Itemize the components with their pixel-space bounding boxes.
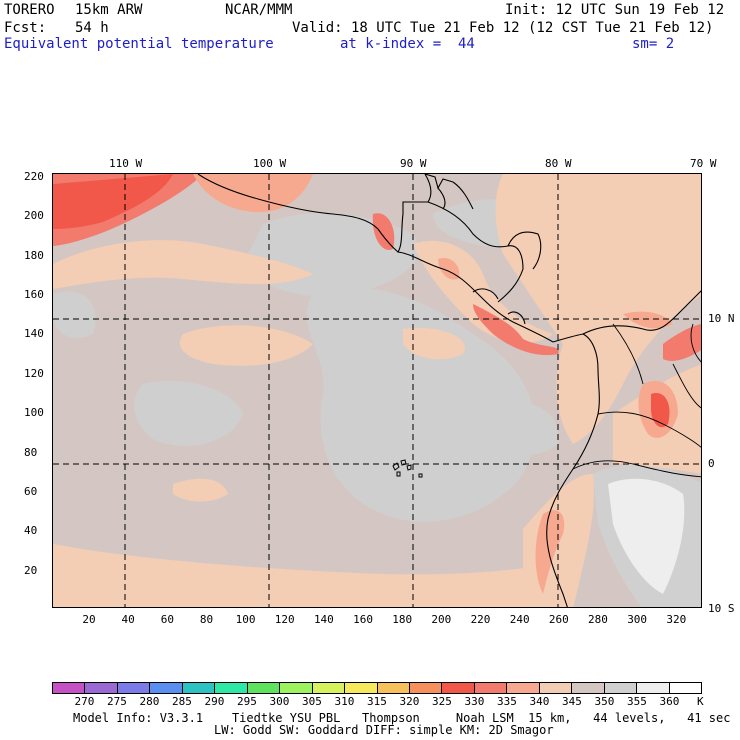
- y-tick-label: 60: [24, 484, 38, 498]
- field-name: Equivalent potential temperature: [4, 36, 274, 52]
- colorbar-label: 310: [334, 695, 355, 708]
- x-tick-label: 240: [509, 613, 530, 626]
- map-panel: [52, 173, 702, 608]
- colorbar-swatch: [247, 683, 281, 693]
- forecast-hour: 54 h: [75, 20, 109, 36]
- y-tick-label: 100: [24, 406, 44, 420]
- smoothing-info: sm= 2: [632, 36, 675, 52]
- colorbar-label: 285: [172, 695, 192, 708]
- y-tick-label: 220: [24, 169, 44, 183]
- colorbar-label: 335: [497, 695, 517, 708]
- colorbar-swatch: [182, 683, 216, 693]
- colorbar-label: 270: [74, 695, 95, 708]
- colorbar-unit: K: [697, 695, 704, 708]
- colorbar-swatch: [539, 683, 573, 693]
- lat-label-10s: 10 S: [708, 602, 735, 615]
- colorbar-swatch: [215, 683, 248, 693]
- x-tick-label: 260: [548, 613, 569, 626]
- colorbar-swatch: [572, 683, 605, 693]
- y-tick-label: 140: [24, 327, 44, 341]
- colorbar-swatch: [442, 683, 475, 693]
- colorbar-swatch: [117, 683, 151, 693]
- colorbar-swatch: [312, 683, 346, 693]
- colorbar-label: 280: [139, 695, 160, 708]
- x-tick-label: 80: [199, 613, 214, 626]
- x-tick-label: 320: [666, 613, 687, 626]
- colorbar-label: 355: [627, 695, 647, 708]
- y-tick-label: 160: [24, 288, 44, 302]
- x-tick-label: 20: [82, 613, 96, 626]
- level-info: at k-index = 44: [340, 36, 475, 52]
- colorbar-swatch: [377, 683, 410, 693]
- coastlines: [197, 174, 701, 607]
- y-tick-label: 120: [24, 366, 44, 380]
- x-tick-label: 220: [470, 613, 491, 626]
- colorbar-label: 275: [107, 695, 127, 708]
- valid-time: Valid: 18 UTC Tue 21 Feb 12 (12 CST Tue …: [292, 20, 714, 36]
- colorbar-label: 295: [237, 695, 257, 708]
- x-tick-label: 60: [160, 613, 174, 626]
- field-andes-cold: [593, 464, 701, 607]
- colorbar-label: 320: [399, 695, 420, 708]
- x-tick-label: 300: [627, 613, 648, 626]
- colorbar-label: 360: [659, 695, 680, 708]
- x-tick-label: 280: [588, 613, 608, 626]
- lat-label-0: 0: [708, 457, 715, 470]
- colorbar-swatch: [345, 683, 378, 693]
- init-time: Init: 12 UTC Sun 19 Feb 12: [505, 2, 725, 18]
- x-tick-label: 100: [235, 613, 256, 626]
- model-name: TORERO: [4, 2, 55, 18]
- colorbar: [52, 682, 702, 694]
- lon-label-100w: 100 W: [253, 157, 287, 170]
- theta-e-map: [53, 174, 701, 607]
- colorbar-swatch: [474, 683, 508, 693]
- colorbar-label: 290: [204, 695, 225, 708]
- colorbar-label: 325: [432, 695, 452, 708]
- lon-label-80w: 80 W: [545, 157, 572, 170]
- colorbar-label: 340: [529, 695, 550, 708]
- model-info-line2: LW: Godd SW: Goddard DIFF: simple KM: 2D…: [214, 723, 554, 737]
- lat-label-10n: 10 N: [708, 312, 735, 325]
- latlon-grid: [53, 174, 701, 607]
- x-tick-label: 40: [121, 613, 135, 626]
- model-info-line1: Model Info: V3.3.1 Tiedtke YSU PBL Thomp…: [73, 711, 731, 725]
- y-tick-label: 200: [24, 209, 44, 223]
- colorbar-label: 345: [562, 695, 582, 708]
- lon-label-90w: 90 W: [400, 157, 427, 170]
- x-tick-label: 120: [274, 613, 295, 626]
- colorbar-swatch: [669, 683, 702, 693]
- x-tick-label: 160: [353, 613, 373, 626]
- lon-label-70w: 70 W: [690, 157, 717, 170]
- y-tick-label: 80: [24, 445, 38, 459]
- x-tick-label: 180: [392, 613, 413, 626]
- y-tick-label: 20: [24, 563, 38, 577]
- colorbar-swatch: [53, 683, 86, 693]
- organization: NCAR/MMM: [225, 2, 293, 18]
- colorbar-swatch: [280, 683, 313, 693]
- colorbar-label: 315: [367, 695, 387, 708]
- colorbar-label: 300: [269, 695, 290, 708]
- colorbar-swatch: [409, 683, 443, 693]
- colorbar-swatch: [85, 683, 118, 693]
- model-resolution: 15km ARW: [75, 2, 143, 18]
- colorbar-label: 305: [302, 695, 322, 708]
- colorbar-swatch: [637, 683, 670, 693]
- colorbar-label: 330: [464, 695, 485, 708]
- y-tick-label: 180: [24, 248, 44, 262]
- x-tick-label: 200: [431, 613, 452, 626]
- x-tick-label: 140: [313, 613, 334, 626]
- colorbar-label: 350: [594, 695, 615, 708]
- field-warm-regions: [53, 174, 701, 594]
- colorbar-swatch: [150, 683, 183, 693]
- forecast-label: Fcst:: [4, 20, 47, 36]
- colorbar-swatch: [604, 683, 638, 693]
- colorbar-swatch: [507, 683, 540, 693]
- y-tick-label: 40: [24, 524, 38, 538]
- lon-label-110w: 110 W: [109, 157, 143, 170]
